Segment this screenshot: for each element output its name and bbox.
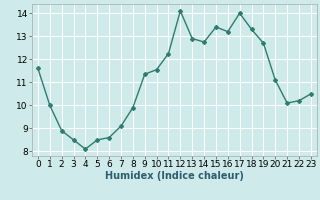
X-axis label: Humidex (Indice chaleur): Humidex (Indice chaleur) (105, 171, 244, 181)
